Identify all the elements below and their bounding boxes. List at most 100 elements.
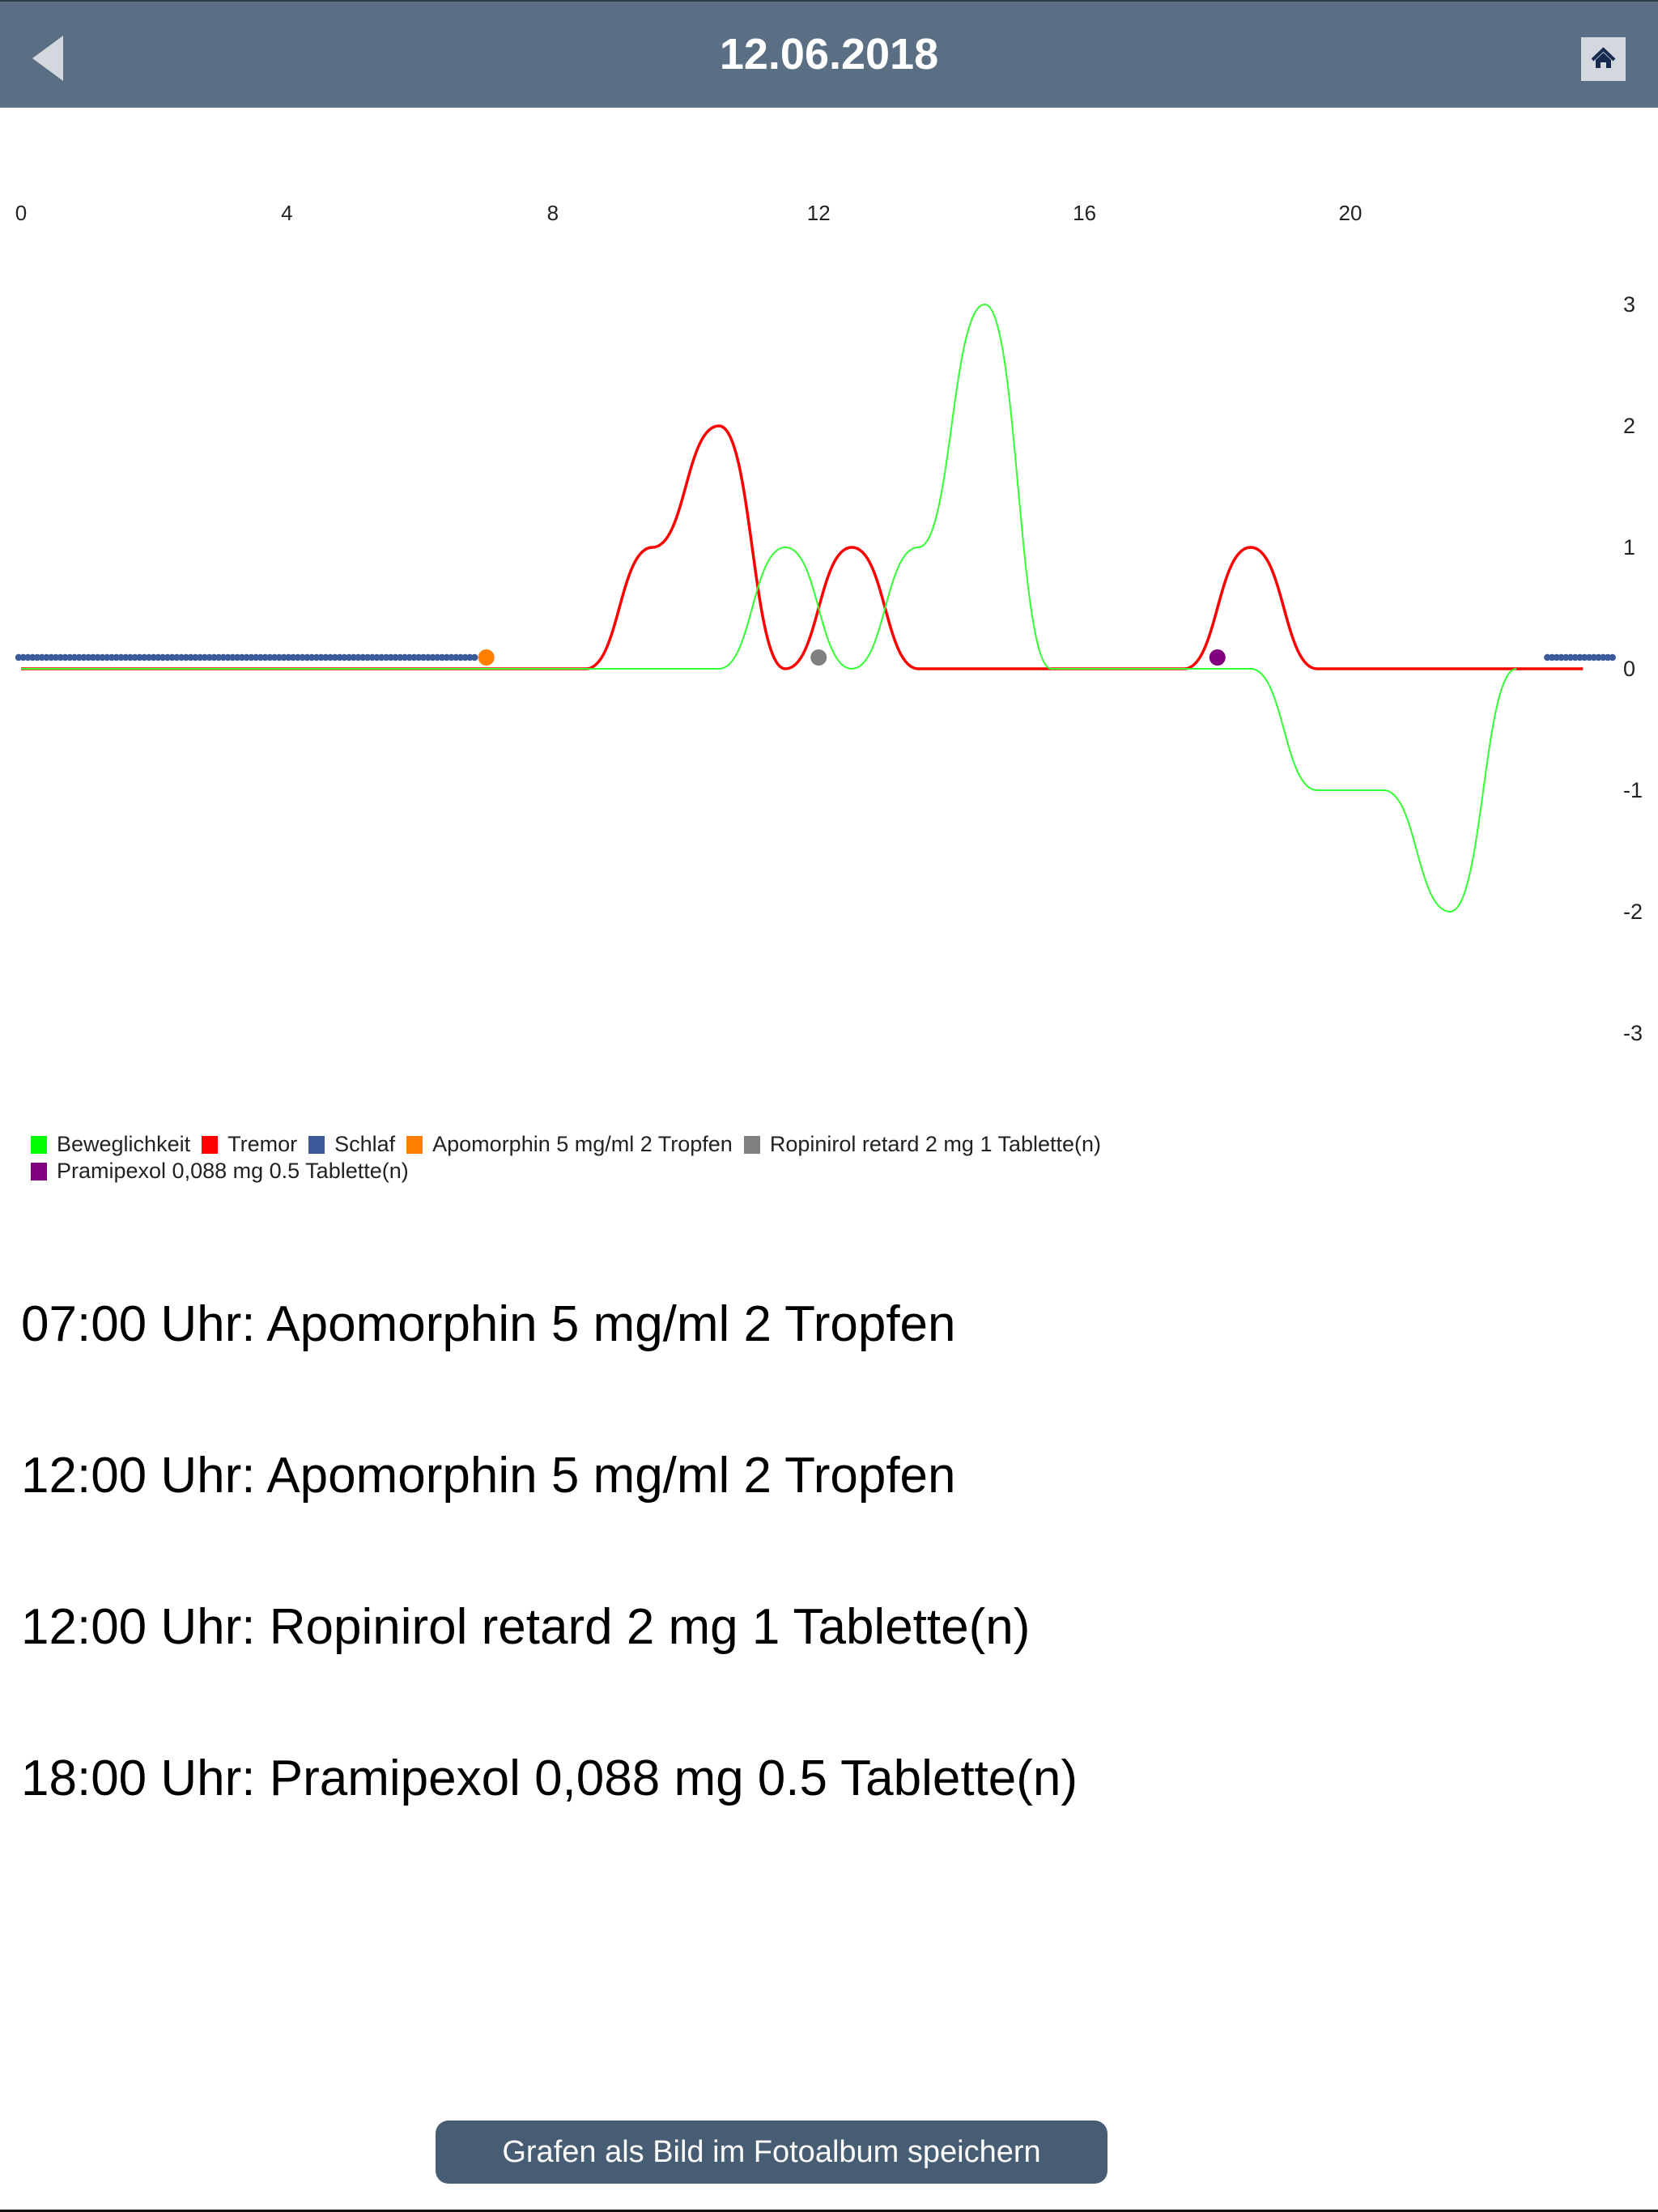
sleep-dot — [326, 653, 334, 661]
nav-header: 12.06.2018 — [0, 0, 1658, 108]
sleep-dot — [155, 653, 162, 661]
sleep-dot — [29, 653, 36, 661]
sleep-dot — [257, 653, 265, 661]
sleep-dot — [168, 653, 176, 661]
x-tick-label: 4 — [281, 201, 292, 225]
sleep-dot — [1585, 653, 1593, 661]
legend-item: Pramipexol 0,088 mg 0.5 Tablette(n) — [31, 1158, 409, 1185]
sleep-dot — [136, 653, 143, 661]
medication-entry: 07:00 Uhr: Apomorphin 5 mg/ml 2 Tropfen — [21, 1296, 956, 1352]
sleep-dot — [410, 653, 418, 661]
sleep-dot — [43, 653, 50, 661]
sleep-dot — [229, 653, 236, 661]
home-button[interactable] — [1581, 37, 1626, 81]
x-tick-label: 20 — [1339, 201, 1363, 225]
sleep-dot — [19, 653, 27, 661]
legend-label: Ropinirol retard 2 mg 1 Tablette(n) — [769, 1132, 1102, 1156]
legend-item: Beweglichkeit — [31, 1131, 190, 1158]
sleep-dot — [304, 653, 311, 661]
sleep-dot — [192, 653, 199, 661]
y-tick-label: -3 — [1623, 1021, 1643, 1045]
sleep-dot — [126, 653, 134, 661]
sleep-dot — [52, 653, 60, 661]
sleep-dot — [1558, 653, 1565, 661]
sleep-dot — [308, 653, 316, 661]
back-triangle-icon — [32, 36, 63, 81]
legend-label: Beweglichkeit — [57, 1132, 191, 1156]
line-chart: 0 4 8 12 16 20 3 2 1 0 -1 -2 -3 — [15, 201, 1643, 1045]
sleep-dot — [164, 653, 172, 661]
sleep-dot — [419, 653, 427, 661]
sleep-dot — [99, 653, 106, 661]
sleep-dot — [317, 653, 325, 661]
sleep-dot — [466, 653, 474, 661]
sleep-dot — [280, 653, 287, 661]
sleep-dot — [294, 653, 302, 661]
sleep-dot — [1571, 653, 1579, 661]
sleep-dot — [80, 653, 87, 661]
legend-swatch — [31, 1163, 47, 1180]
sleep-dot — [15, 653, 23, 661]
beweglichkeit-line — [20, 303, 1517, 913]
sleep-dot — [57, 653, 64, 661]
y-tick-label: 3 — [1623, 292, 1635, 317]
medication-entry: 18:00 Uhr: Pramipexol 0,088 mg 0.5 Table… — [21, 1750, 1078, 1806]
medication-marker — [478, 649, 495, 666]
sleep-dot — [182, 653, 190, 661]
sleep-dot — [461, 653, 469, 661]
sleep-dot — [252, 653, 260, 661]
sleep-dot — [397, 653, 404, 661]
sleep-dot — [89, 653, 97, 661]
sleep-dot — [1562, 653, 1570, 661]
sleep-dot — [201, 653, 209, 661]
sleep-dot — [243, 653, 250, 661]
sleep-dot — [48, 653, 55, 661]
sleep-dot — [387, 653, 394, 661]
sleep-dot — [406, 653, 413, 661]
sleep-dot — [1595, 653, 1602, 661]
legend-swatch — [743, 1136, 760, 1154]
sleep-dot — [285, 653, 292, 661]
y-tick-label: -1 — [1623, 778, 1643, 802]
save-graph-button[interactable]: Grafen als Bild im Fotoalbum speichern — [436, 2121, 1107, 2184]
sleep-dot — [145, 653, 153, 661]
sleep-dot — [429, 653, 436, 661]
sleep-dot — [1548, 653, 1556, 661]
sleep-dot — [331, 653, 338, 661]
sleep-dot — [206, 653, 213, 661]
sleep-dot — [121, 653, 130, 661]
sleep-dot — [66, 653, 74, 661]
back-button[interactable] — [29, 34, 68, 83]
y-tick-label: 2 — [1623, 414, 1635, 438]
sleep-dot — [363, 653, 372, 661]
sleep-dot — [434, 653, 441, 661]
x-tick-label: 8 — [547, 201, 559, 225]
sleep-dot — [140, 653, 148, 661]
legend-swatch — [406, 1136, 423, 1154]
sleep-dot — [336, 653, 343, 661]
sleep-dot — [103, 653, 111, 661]
sleep-dot — [70, 653, 79, 661]
sleep-dot — [108, 653, 116, 661]
sleep-dot — [238, 653, 246, 661]
sleep-dot — [438, 653, 446, 661]
sleep-dot — [392, 653, 399, 661]
tremor-line — [20, 424, 1584, 670]
sleep-dot — [299, 653, 306, 661]
sleep-dot — [345, 653, 353, 661]
legend-item: Tremor — [202, 1131, 297, 1158]
sleep-dot — [401, 653, 409, 661]
sleep-dot — [177, 653, 185, 661]
sleep-dot — [233, 653, 241, 661]
y-tick-label: 1 — [1623, 535, 1635, 559]
sleep-dot — [312, 653, 321, 661]
x-tick-label: 12 — [807, 201, 831, 225]
sleep-dot — [415, 653, 423, 661]
legend-swatch — [308, 1136, 325, 1154]
legend-item: Schlaf — [308, 1131, 395, 1158]
sleep-dot — [1544, 653, 1551, 661]
sleep-dot — [210, 653, 218, 661]
sleep-dot — [373, 653, 380, 661]
sleep-dot — [1590, 653, 1597, 661]
sleep-dot — [85, 653, 92, 661]
